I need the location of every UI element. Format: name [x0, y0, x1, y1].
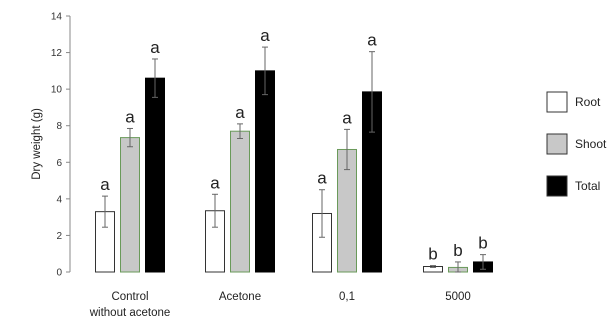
y-tick-label: 10: [51, 85, 63, 96]
significance-label: b: [453, 241, 462, 260]
significance-label: b: [478, 234, 487, 253]
significance-label: a: [210, 173, 220, 192]
significance-label: a: [260, 26, 270, 45]
bars: [95, 46, 493, 273]
bar-shoot: [120, 137, 140, 273]
bar-total: [255, 70, 275, 273]
y-axis-title: Dry weight (g): [31, 108, 43, 180]
legend-label-total: Total: [575, 179, 600, 193]
significance-label: a: [342, 108, 352, 127]
y-tick-label: 6: [56, 158, 62, 169]
significance-label: b: [428, 245, 437, 264]
significance-label: a: [367, 31, 377, 50]
y-tick-label: 14: [51, 12, 63, 23]
significance-label: a: [125, 107, 135, 126]
legend-label-shoot: Shoot: [575, 137, 607, 151]
y-tick-label: 8: [56, 121, 62, 132]
legend-swatch-shoot: [546, 133, 568, 155]
legend-swatch-total: [546, 175, 568, 197]
axes: 0 2 4 6 8 10 12 14 Dry weight (g): [31, 12, 71, 279]
y-tick-label: 4: [56, 194, 62, 205]
legend-swatch-root: [546, 91, 568, 113]
category-label: 0,1: [339, 291, 355, 303]
legend-label-root: Root: [575, 95, 601, 109]
y-tick-label: 2: [56, 231, 62, 242]
category-label: Control: [111, 291, 148, 303]
significance-label: a: [317, 169, 327, 188]
category-label: without acetone: [89, 307, 171, 319]
category-label: 5000: [445, 291, 471, 303]
significance-label: a: [150, 38, 160, 57]
category-label: Acetone: [219, 291, 261, 303]
significance-label: a: [235, 103, 245, 122]
y-tick-label: 12: [51, 48, 63, 59]
significance-label: a: [100, 175, 110, 194]
bar-shoot: [230, 130, 250, 273]
legend: Root Shoot Total: [546, 91, 607, 197]
y-tick-label: 0: [56, 268, 62, 279]
bar-total: [145, 77, 165, 273]
labels: a a a b a a a b a a a b Control without acetone Aceton…: [89, 26, 488, 319]
